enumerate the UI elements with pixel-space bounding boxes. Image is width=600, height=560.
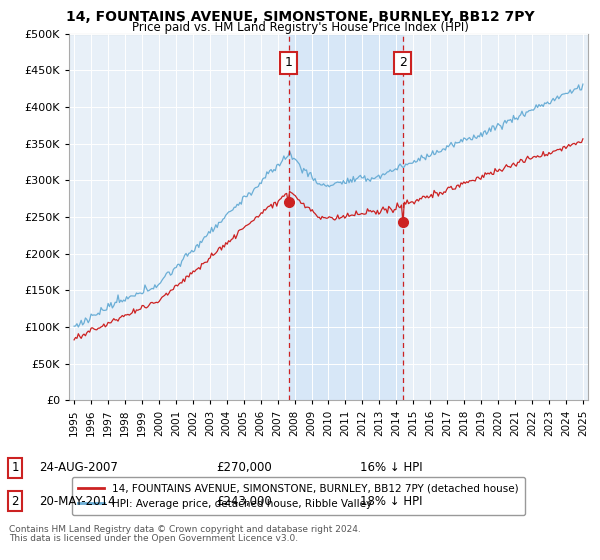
Text: Price paid vs. HM Land Registry's House Price Index (HPI): Price paid vs. HM Land Registry's House …: [131, 21, 469, 34]
Text: 1: 1: [285, 57, 293, 69]
Text: Contains HM Land Registry data © Crown copyright and database right 2024.: Contains HM Land Registry data © Crown c…: [9, 525, 361, 534]
Bar: [289, 34, 403, 400]
Text: 2: 2: [399, 57, 407, 69]
Text: 20-MAY-2014: 20-MAY-2014: [39, 494, 115, 508]
Text: This data is licensed under the Open Government Licence v3.0.: This data is licensed under the Open Gov…: [9, 534, 298, 543]
Text: 1: 1: [11, 461, 19, 474]
Text: £243,000: £243,000: [216, 494, 272, 508]
Legend: 14, FOUNTAINS AVENUE, SIMONSTONE, BURNLEY, BB12 7PY (detached house), HPI: Avera: 14, FOUNTAINS AVENUE, SIMONSTONE, BURNLE…: [71, 477, 525, 515]
Text: 16% ↓ HPI: 16% ↓ HPI: [360, 461, 422, 474]
Text: 18% ↓ HPI: 18% ↓ HPI: [360, 494, 422, 508]
Text: £270,000: £270,000: [216, 461, 272, 474]
Text: 24-AUG-2007: 24-AUG-2007: [39, 461, 118, 474]
Text: 2: 2: [11, 494, 19, 508]
Text: 14, FOUNTAINS AVENUE, SIMONSTONE, BURNLEY, BB12 7PY: 14, FOUNTAINS AVENUE, SIMONSTONE, BURNLE…: [65, 10, 535, 24]
